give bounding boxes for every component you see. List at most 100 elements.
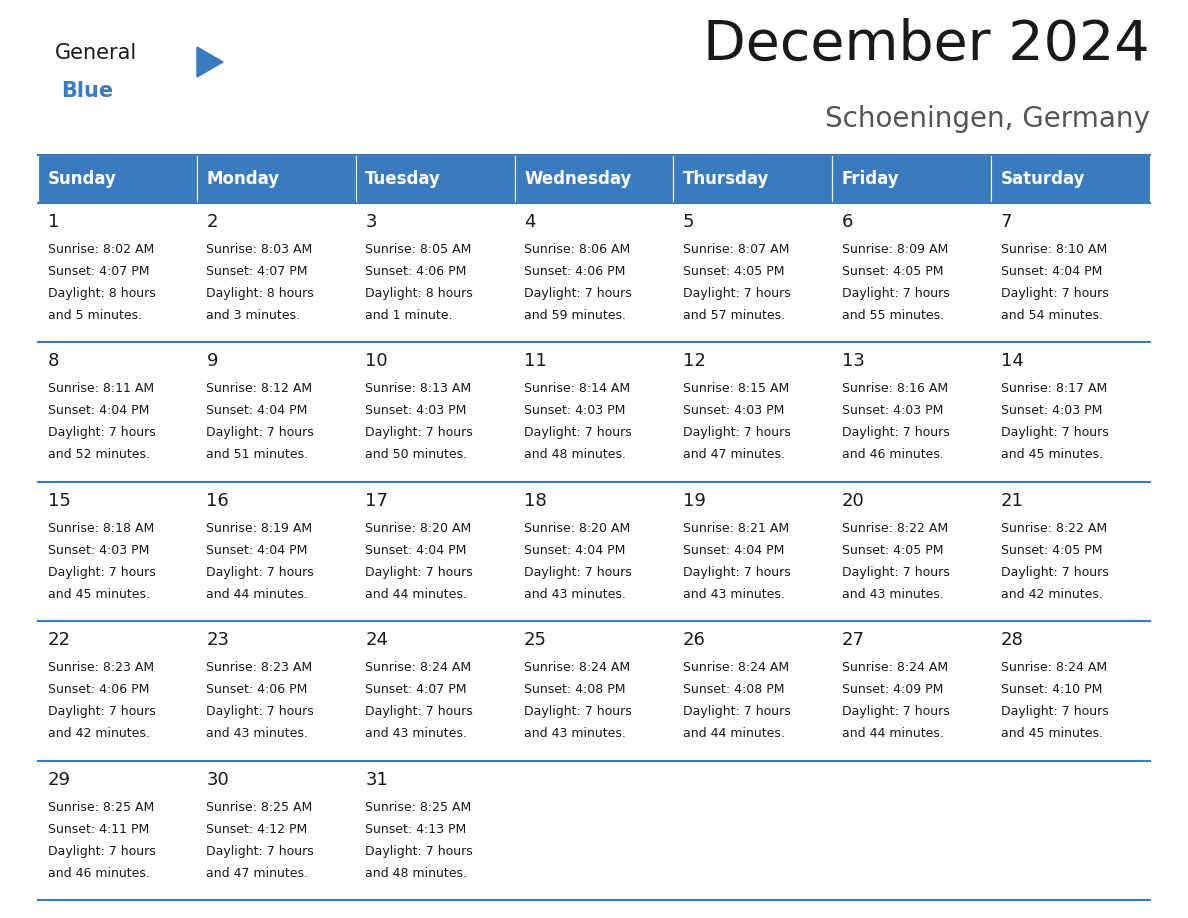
Text: 11: 11 bbox=[524, 353, 546, 370]
Text: 12: 12 bbox=[683, 353, 706, 370]
Text: Daylight: 7 hours: Daylight: 7 hours bbox=[842, 705, 949, 718]
Text: Sunrise: 8:22 AM: Sunrise: 8:22 AM bbox=[842, 521, 948, 535]
Text: Sunrise: 8:24 AM: Sunrise: 8:24 AM bbox=[365, 661, 472, 674]
Text: Sunrise: 8:11 AM: Sunrise: 8:11 AM bbox=[48, 383, 153, 396]
Text: 13: 13 bbox=[842, 353, 865, 370]
Text: Sunrise: 8:02 AM: Sunrise: 8:02 AM bbox=[48, 243, 153, 256]
Text: Sunset: 4:03 PM: Sunset: 4:03 PM bbox=[1000, 405, 1102, 418]
Text: 18: 18 bbox=[524, 492, 546, 509]
Text: Daylight: 7 hours: Daylight: 7 hours bbox=[48, 565, 156, 579]
Text: Tuesday: Tuesday bbox=[365, 170, 441, 188]
Text: Daylight: 7 hours: Daylight: 7 hours bbox=[207, 705, 314, 718]
Text: Daylight: 7 hours: Daylight: 7 hours bbox=[842, 565, 949, 579]
Text: 31: 31 bbox=[365, 770, 388, 789]
Text: Sunset: 4:13 PM: Sunset: 4:13 PM bbox=[365, 823, 467, 835]
Text: 22: 22 bbox=[48, 632, 70, 649]
Bar bbox=[355, 155, 514, 203]
Text: Sunset: 4:06 PM: Sunset: 4:06 PM bbox=[48, 683, 148, 696]
Text: Daylight: 7 hours: Daylight: 7 hours bbox=[1000, 287, 1108, 300]
Text: Daylight: 7 hours: Daylight: 7 hours bbox=[365, 565, 473, 579]
Text: Daylight: 7 hours: Daylight: 7 hours bbox=[365, 426, 473, 440]
Text: and 3 minutes.: and 3 minutes. bbox=[207, 309, 301, 322]
Text: Sunset: 4:07 PM: Sunset: 4:07 PM bbox=[207, 265, 308, 278]
Text: Thursday: Thursday bbox=[683, 170, 770, 188]
Bar bbox=[38, 342, 1150, 482]
Bar bbox=[833, 155, 991, 203]
Text: Sunrise: 8:16 AM: Sunrise: 8:16 AM bbox=[842, 383, 948, 396]
Text: Sunrise: 8:12 AM: Sunrise: 8:12 AM bbox=[207, 383, 312, 396]
Text: 24: 24 bbox=[365, 632, 388, 649]
Text: Sunset: 4:05 PM: Sunset: 4:05 PM bbox=[1000, 543, 1102, 557]
Text: and 54 minutes.: and 54 minutes. bbox=[1000, 309, 1102, 322]
Text: and 45 minutes.: and 45 minutes. bbox=[1000, 448, 1102, 462]
Text: Daylight: 7 hours: Daylight: 7 hours bbox=[842, 426, 949, 440]
Text: Sunrise: 8:06 AM: Sunrise: 8:06 AM bbox=[524, 243, 631, 256]
Text: 20: 20 bbox=[842, 492, 865, 509]
Text: Sunday: Sunday bbox=[48, 170, 116, 188]
Text: Sunrise: 8:22 AM: Sunrise: 8:22 AM bbox=[1000, 521, 1107, 535]
Text: Daylight: 7 hours: Daylight: 7 hours bbox=[365, 705, 473, 718]
Text: 19: 19 bbox=[683, 492, 706, 509]
Text: 6: 6 bbox=[842, 213, 853, 231]
Text: Sunrise: 8:24 AM: Sunrise: 8:24 AM bbox=[842, 661, 948, 674]
Text: Daylight: 7 hours: Daylight: 7 hours bbox=[524, 426, 632, 440]
Text: Sunset: 4:04 PM: Sunset: 4:04 PM bbox=[365, 543, 467, 557]
Text: Daylight: 7 hours: Daylight: 7 hours bbox=[207, 845, 314, 857]
Text: Saturday: Saturday bbox=[1000, 170, 1085, 188]
Text: Sunrise: 8:23 AM: Sunrise: 8:23 AM bbox=[207, 661, 312, 674]
Text: 30: 30 bbox=[207, 770, 229, 789]
Text: Daylight: 7 hours: Daylight: 7 hours bbox=[1000, 705, 1108, 718]
Text: Daylight: 7 hours: Daylight: 7 hours bbox=[207, 565, 314, 579]
Text: Daylight: 7 hours: Daylight: 7 hours bbox=[524, 565, 632, 579]
Text: Daylight: 7 hours: Daylight: 7 hours bbox=[1000, 565, 1108, 579]
Text: Sunset: 4:04 PM: Sunset: 4:04 PM bbox=[207, 543, 308, 557]
Text: 21: 21 bbox=[1000, 492, 1024, 509]
Text: Daylight: 7 hours: Daylight: 7 hours bbox=[842, 287, 949, 300]
Text: Daylight: 8 hours: Daylight: 8 hours bbox=[207, 287, 314, 300]
Text: and 5 minutes.: and 5 minutes. bbox=[48, 309, 141, 322]
Text: December 2024: December 2024 bbox=[703, 18, 1150, 72]
Text: Sunrise: 8:17 AM: Sunrise: 8:17 AM bbox=[1000, 383, 1107, 396]
Text: Sunset: 4:04 PM: Sunset: 4:04 PM bbox=[48, 405, 148, 418]
Text: Sunset: 4:03 PM: Sunset: 4:03 PM bbox=[842, 405, 943, 418]
Text: Sunset: 4:06 PM: Sunset: 4:06 PM bbox=[365, 265, 467, 278]
Bar bbox=[514, 155, 674, 203]
Text: Sunset: 4:10 PM: Sunset: 4:10 PM bbox=[1000, 683, 1102, 696]
Text: Sunrise: 8:09 AM: Sunrise: 8:09 AM bbox=[842, 243, 948, 256]
Text: 1: 1 bbox=[48, 213, 59, 231]
Text: and 48 minutes.: and 48 minutes. bbox=[524, 448, 626, 462]
Text: and 47 minutes.: and 47 minutes. bbox=[683, 448, 785, 462]
Text: Sunset: 4:04 PM: Sunset: 4:04 PM bbox=[207, 405, 308, 418]
Text: Sunset: 4:06 PM: Sunset: 4:06 PM bbox=[207, 683, 308, 696]
Text: Sunrise: 8:10 AM: Sunrise: 8:10 AM bbox=[1000, 243, 1107, 256]
Text: Sunset: 4:05 PM: Sunset: 4:05 PM bbox=[683, 265, 784, 278]
Text: Sunrise: 8:18 AM: Sunrise: 8:18 AM bbox=[48, 521, 153, 535]
Text: and 43 minutes.: and 43 minutes. bbox=[365, 727, 467, 740]
Text: Sunrise: 8:25 AM: Sunrise: 8:25 AM bbox=[207, 800, 312, 813]
Text: and 45 minutes.: and 45 minutes. bbox=[48, 588, 150, 600]
Text: Sunrise: 8:21 AM: Sunrise: 8:21 AM bbox=[683, 521, 789, 535]
Text: Sunset: 4:03 PM: Sunset: 4:03 PM bbox=[683, 405, 784, 418]
Text: 27: 27 bbox=[842, 632, 865, 649]
Text: Daylight: 7 hours: Daylight: 7 hours bbox=[48, 845, 156, 857]
Text: Daylight: 7 hours: Daylight: 7 hours bbox=[365, 845, 473, 857]
Text: Daylight: 8 hours: Daylight: 8 hours bbox=[365, 287, 473, 300]
Text: and 44 minutes.: and 44 minutes. bbox=[207, 588, 308, 600]
Text: 3: 3 bbox=[365, 213, 377, 231]
Bar bbox=[38, 155, 197, 203]
Text: Daylight: 7 hours: Daylight: 7 hours bbox=[207, 426, 314, 440]
Text: 25: 25 bbox=[524, 632, 548, 649]
Text: Friday: Friday bbox=[842, 170, 899, 188]
Text: and 43 minutes.: and 43 minutes. bbox=[524, 727, 626, 740]
Text: Sunrise: 8:20 AM: Sunrise: 8:20 AM bbox=[365, 521, 472, 535]
Text: Daylight: 7 hours: Daylight: 7 hours bbox=[48, 426, 156, 440]
Text: and 44 minutes.: and 44 minutes. bbox=[365, 588, 467, 600]
Text: Sunset: 4:12 PM: Sunset: 4:12 PM bbox=[207, 823, 308, 835]
Text: Sunrise: 8:24 AM: Sunrise: 8:24 AM bbox=[524, 661, 630, 674]
Text: 29: 29 bbox=[48, 770, 70, 789]
Text: Sunset: 4:05 PM: Sunset: 4:05 PM bbox=[842, 543, 943, 557]
Text: and 50 minutes.: and 50 minutes. bbox=[365, 448, 467, 462]
Text: and 43 minutes.: and 43 minutes. bbox=[842, 588, 943, 600]
Text: 17: 17 bbox=[365, 492, 388, 509]
Text: Daylight: 7 hours: Daylight: 7 hours bbox=[683, 426, 791, 440]
